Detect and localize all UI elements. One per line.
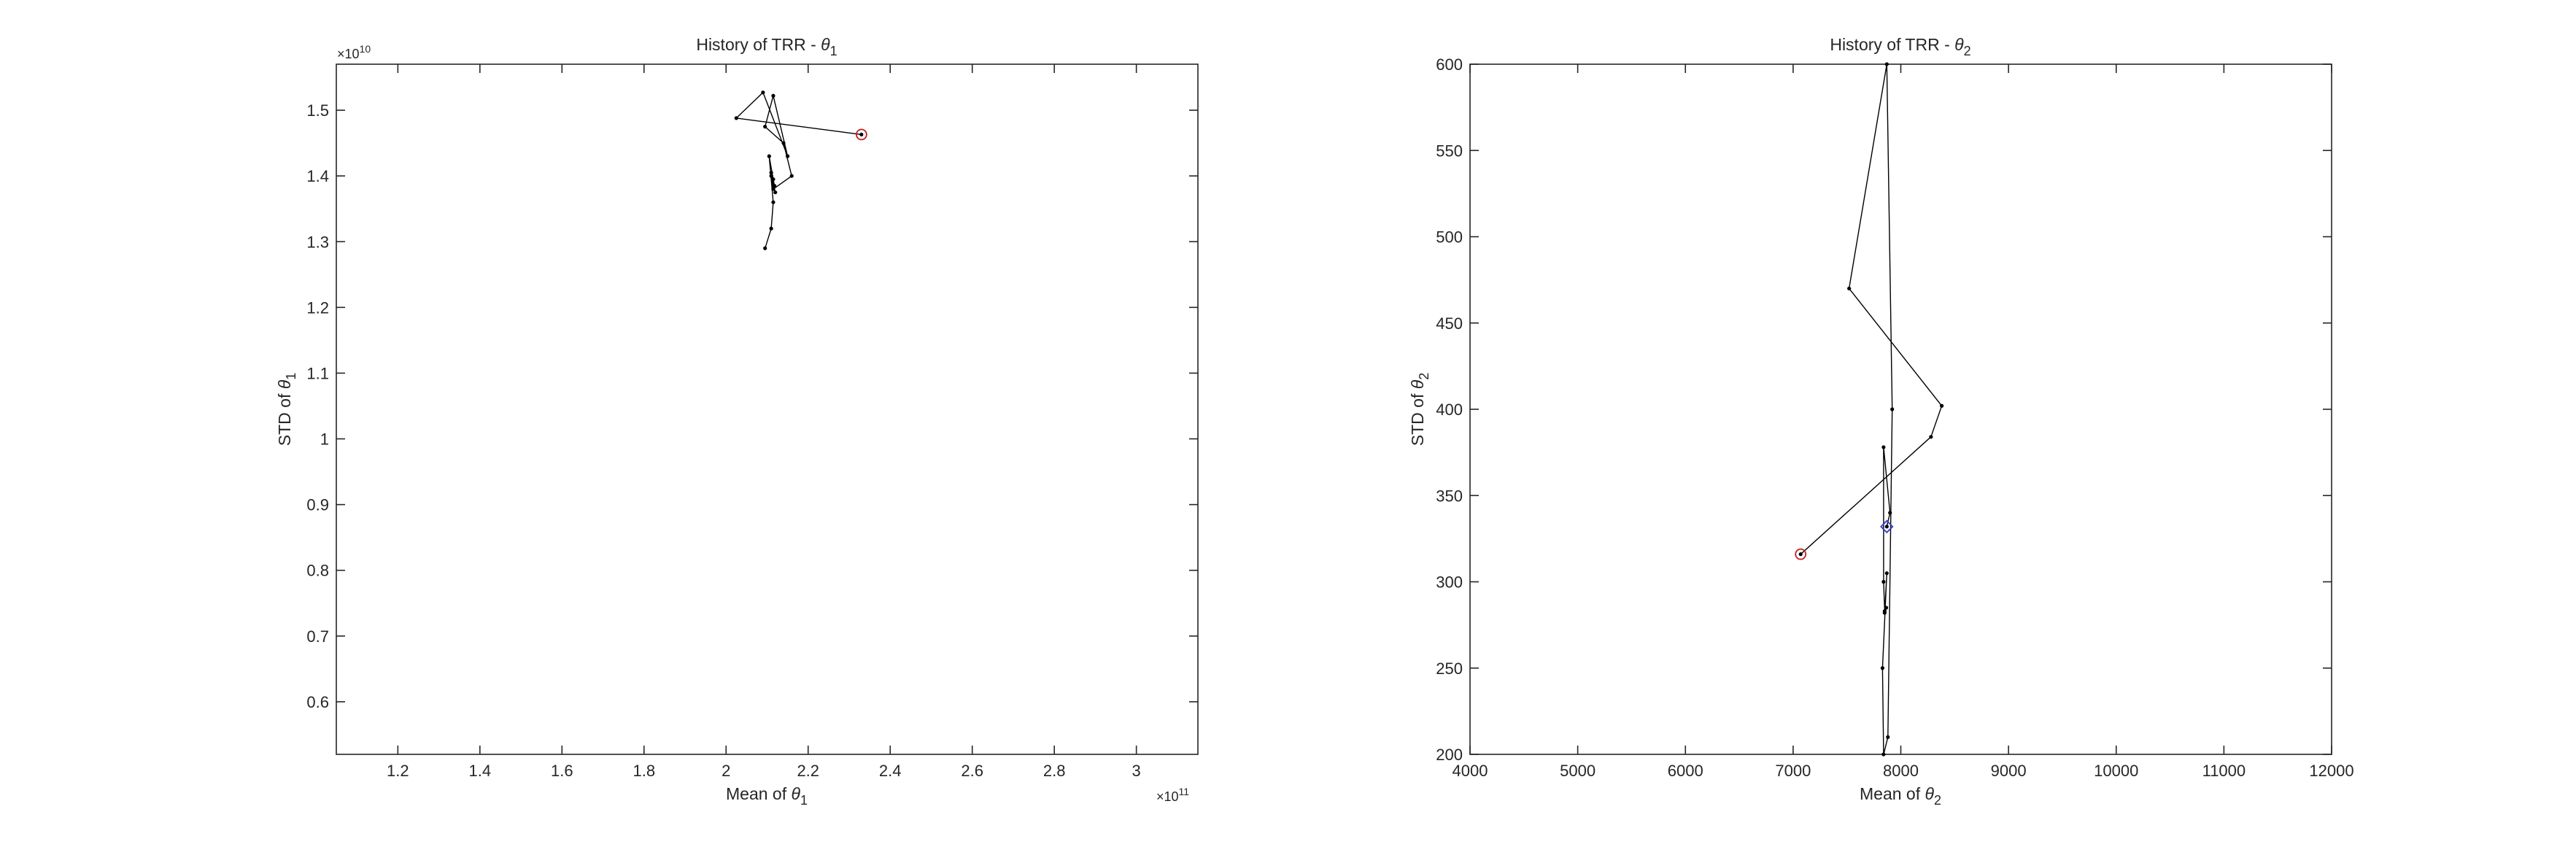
plot-area bbox=[336, 63, 1199, 755]
data-point bbox=[734, 116, 738, 120]
data-point bbox=[1881, 445, 1886, 449]
x-axis-ticks: 1.2 1.4 1.6 1.8 2 2.2 2.4 2.6 2.8 3 bbox=[387, 64, 1141, 780]
data-point bbox=[1886, 735, 1890, 739]
subplot-theta1: History of TRR - θ1 1.2 1.4 1.6 1.8 2 2.2 2.4 2… bbox=[275, 35, 1199, 808]
y-tick-label: 500 bbox=[1436, 228, 1463, 247]
x-tick-label: 11000 bbox=[2202, 762, 2246, 780]
data-point bbox=[1847, 286, 1852, 291]
y-tick-label: 550 bbox=[1436, 142, 1463, 160]
data-point bbox=[789, 174, 794, 178]
x-axis-multiplier: ×1011 bbox=[1156, 786, 1189, 804]
data-point bbox=[769, 174, 773, 178]
x-axis-label: Mean of θ2 bbox=[1860, 784, 1941, 808]
y-tick-label: 300 bbox=[1436, 573, 1463, 592]
y-tick-label: 0.7 bbox=[306, 627, 329, 646]
y-tick-label: 200 bbox=[1436, 746, 1463, 764]
start-marker bbox=[1795, 548, 1807, 560]
y-axis-ticks: 200 250 300 350 400 450 500 550 600 bbox=[1436, 55, 2332, 764]
y-tick-label: 600 bbox=[1436, 55, 1463, 74]
series-layer bbox=[734, 90, 867, 250]
data-point bbox=[1888, 511, 1892, 515]
data-point bbox=[1881, 579, 1886, 584]
subplot-theta2: History of TRR - θ2 4000 5000 6000 7000 8000… bbox=[1408, 35, 2354, 808]
data-point bbox=[761, 90, 765, 95]
chart-title: History of TRR - θ2 bbox=[1830, 35, 1970, 58]
y-tick-label: 0.6 bbox=[306, 693, 329, 711]
y-tick-label: 1.1 bbox=[306, 364, 329, 382]
y-tick-label: 350 bbox=[1436, 487, 1463, 505]
data-point bbox=[769, 226, 773, 231]
data-point bbox=[1880, 666, 1885, 670]
x-tick-label: 7000 bbox=[1775, 762, 1811, 780]
x-tick-label: 2 bbox=[722, 762, 730, 780]
y-tick-label: 0.9 bbox=[306, 496, 329, 514]
start-marker bbox=[855, 128, 867, 141]
y-tick-label: 1 bbox=[320, 430, 329, 449]
x-tick-label: 1.4 bbox=[469, 762, 492, 780]
data-point bbox=[786, 154, 790, 158]
series-line bbox=[735, 91, 862, 249]
data-point bbox=[771, 200, 775, 204]
x-tick-label: 2.4 bbox=[879, 762, 902, 780]
x-tick-label: 6000 bbox=[1668, 762, 1703, 780]
plot-area bbox=[1469, 63, 2332, 755]
data-point bbox=[1798, 552, 1803, 557]
y-axis-label: STD of θ1 bbox=[275, 373, 298, 446]
data-point bbox=[1881, 752, 1886, 757]
data-point bbox=[1882, 609, 1887, 614]
y-tick-label: 1.3 bbox=[306, 233, 329, 251]
data-point bbox=[773, 190, 778, 195]
data-point bbox=[763, 246, 767, 250]
y-tick-label: 450 bbox=[1436, 314, 1463, 333]
data-point bbox=[771, 93, 775, 98]
data-point bbox=[1929, 435, 1933, 439]
x-tick-label: 2.6 bbox=[961, 762, 983, 780]
data-point bbox=[1884, 571, 1889, 576]
data-point bbox=[859, 132, 864, 137]
x-tick-label: 10000 bbox=[2094, 762, 2138, 780]
x-tick-label: 2.8 bbox=[1043, 762, 1066, 780]
y-tick-label: 1.4 bbox=[306, 167, 329, 185]
x-tick-label: 12000 bbox=[2309, 762, 2353, 780]
x-tick-label: 1.2 bbox=[387, 762, 409, 780]
end-marker bbox=[1880, 519, 1894, 534]
y-axis-multiplier: ×1010 bbox=[337, 43, 371, 61]
data-point bbox=[763, 124, 767, 129]
x-axis-ticks: 4000 5000 6000 7000 8000 9000 10000 11000 12000 bbox=[1453, 64, 2354, 780]
x-tick-label: 1.6 bbox=[551, 762, 573, 780]
data-point bbox=[1890, 407, 1895, 411]
x-tick-label: 9000 bbox=[1991, 762, 2027, 780]
data-point bbox=[781, 141, 786, 145]
x-tick-label: 4000 bbox=[1453, 762, 1488, 780]
data-point bbox=[771, 177, 775, 182]
x-tick-label: 3 bbox=[1132, 762, 1141, 780]
data-point bbox=[1884, 606, 1889, 610]
data-point bbox=[773, 184, 777, 188]
data-point bbox=[767, 154, 771, 158]
data-point bbox=[1939, 403, 1944, 408]
x-tick-label: 5000 bbox=[1560, 762, 1596, 780]
x-tick-label: 1.8 bbox=[633, 762, 655, 780]
y-tick-label: 1.5 bbox=[306, 101, 329, 120]
data-point bbox=[769, 171, 773, 175]
y-tick-label: 250 bbox=[1436, 660, 1463, 678]
chart-title: History of TRR - θ1 bbox=[696, 35, 837, 58]
x-tick-label: 2.2 bbox=[797, 762, 819, 780]
y-axis-ticks: 0.6 0.7 0.8 0.9 1 1.1 1.2 1.3 1.4 1.5 bbox=[306, 101, 1198, 711]
data-point bbox=[771, 187, 775, 191]
y-axis-label: STD of θ2 bbox=[1408, 373, 1431, 446]
y-tick-label: 0.8 bbox=[306, 562, 329, 580]
y-tick-label: 1.2 bbox=[306, 298, 329, 317]
series-layer bbox=[1795, 62, 1944, 757]
data-point bbox=[1884, 62, 1889, 66]
x-axis-label: Mean of θ1 bbox=[726, 784, 808, 808]
y-tick-label: 400 bbox=[1436, 401, 1463, 419]
data-point bbox=[1884, 525, 1889, 529]
x-tick-label: 8000 bbox=[1883, 762, 1919, 780]
